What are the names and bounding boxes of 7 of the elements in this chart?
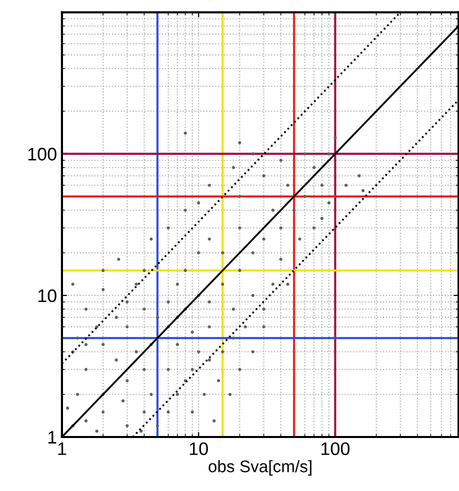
y-tick-label: 100 xyxy=(28,148,56,161)
x-tick-label: 1 xyxy=(58,442,66,455)
x-tick-label: 100 xyxy=(321,442,350,456)
x-axis-title: obs Sva[cm/s] xyxy=(208,460,312,476)
y-tick-label: 1 xyxy=(48,431,56,444)
y-tick-label: 10 xyxy=(38,289,56,302)
x-tick-label: 10 xyxy=(190,442,208,456)
